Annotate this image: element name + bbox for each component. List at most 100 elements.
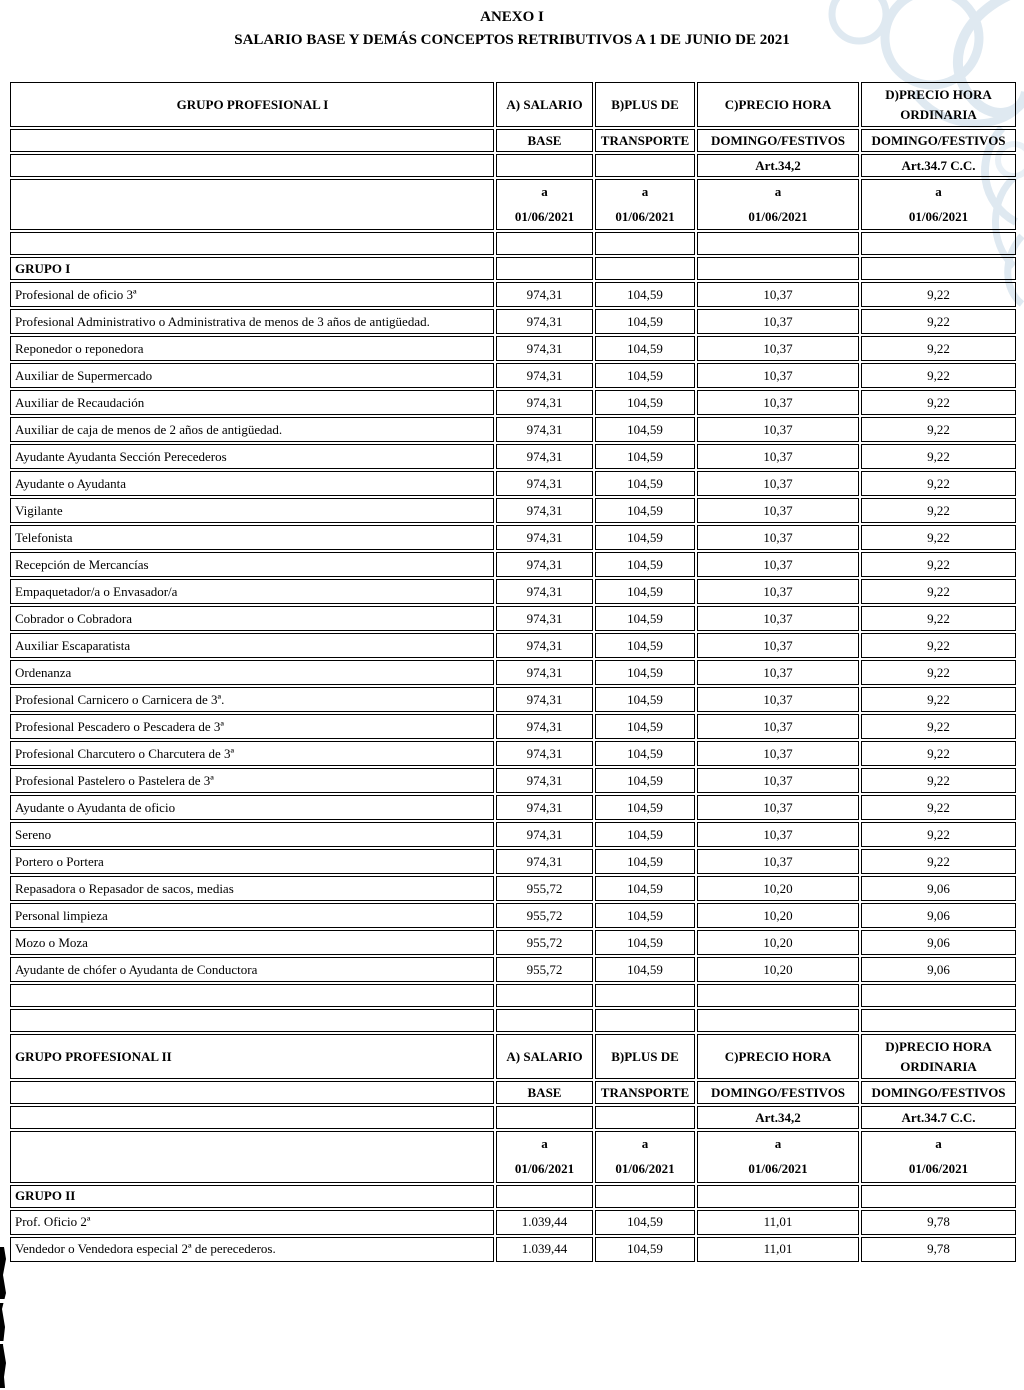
empty-cell	[697, 1184, 859, 1208]
value-cell: 9,22	[861, 390, 1016, 416]
value-cell: 10,37	[697, 552, 859, 578]
value-cell: 955,72	[496, 876, 593, 902]
date-cell: a 01/06/2021	[595, 1131, 695, 1183]
value-cell: 955,72	[496, 957, 593, 983]
value-cell: 9,22	[861, 471, 1016, 497]
value-cell: 10,37	[697, 444, 859, 470]
value-cell: 10,37	[697, 849, 859, 875]
table-row: GRUPO PROFESIONAL I A) SALARIO B)PLUS DE C)…	[10, 82, 1016, 127]
value-cell: 104,59	[595, 633, 695, 659]
empty-cell	[10, 984, 494, 1008]
empty-cell	[10, 154, 494, 177]
article-ref-cell: Art.34.7 C.C.	[861, 154, 1016, 177]
value-cell: 974,31	[496, 282, 593, 308]
empty-cell	[10, 1131, 494, 1183]
value-cell: 104,59	[595, 417, 695, 443]
value-cell: 10,20	[697, 957, 859, 983]
col-header-cell: C)PRECIO HORA	[697, 1034, 859, 1080]
table-row: Auxiliar de Supermercado 974,31 104,59 10,3…	[10, 363, 1016, 389]
table-row: GRUPO PROFESIONAL II A) SALARIO B)PLUS DE C…	[10, 1034, 1016, 1080]
col-header-cell: B)PLUS DE	[595, 82, 695, 127]
value-cell: 974,31	[496, 552, 593, 578]
job-title-cell: Mozo o Moza	[10, 930, 494, 956]
value-cell: 104,59	[595, 552, 695, 578]
value-cell: 974,31	[496, 606, 593, 632]
page-header: ANEXO I SALARIO BASE Y DEMÁS CONCEPTOS R…	[0, 6, 1024, 53]
table-row: Ayudante o Ayudanta de oficio 974,31 104,5…	[10, 795, 1016, 821]
value-cell: 955,72	[496, 903, 593, 929]
col-header-cell: A) SALARIO	[496, 82, 593, 127]
value-cell: 9,06	[861, 903, 1016, 929]
value-cell: 11,01	[697, 1209, 859, 1235]
value-cell: 104,59	[595, 930, 695, 956]
value-cell: 974,31	[496, 525, 593, 551]
value-cell: 104,59	[595, 525, 695, 551]
empty-cell	[697, 1009, 859, 1033]
job-title-cell: Vigilante	[10, 498, 494, 524]
col-header-cell: BASE	[496, 129, 593, 152]
table-row: Ordenanza 974,31 104,59 10,37 9,22	[10, 660, 1016, 686]
table-row: Profesional Pastelero o Pastelera de 3ª 9…	[10, 768, 1016, 794]
table-row: Prof. Oficio 2ª 1.039,44 104,59 11,01 9,78	[10, 1209, 1016, 1235]
value-cell: 10,37	[697, 687, 859, 713]
job-title-cell: Profesional Administrativo o Administrat…	[10, 309, 494, 335]
date-cell: a 01/06/2021	[595, 179, 695, 231]
job-title-cell: Auxiliar de Recaudación	[10, 390, 494, 416]
value-cell: 974,31	[496, 687, 593, 713]
date-cell: a 01/06/2021	[496, 179, 593, 231]
value-cell: 10,37	[697, 525, 859, 551]
job-title-cell: Profesional de oficio 3ª	[10, 282, 494, 308]
value-cell: 104,59	[595, 579, 695, 605]
date-cell: a 01/06/2021	[697, 1131, 859, 1183]
value-cell: 9,06	[861, 930, 1016, 956]
value-cell: 104,59	[595, 687, 695, 713]
value-cell: 974,31	[496, 741, 593, 767]
job-title-cell: Ayudante Ayudanta Sección Perecederos	[10, 444, 494, 470]
job-title-cell: Portero o Portera	[10, 849, 494, 875]
value-cell: 104,59	[595, 849, 695, 875]
group-name-cell: GRUPO PROFESIONAL I	[10, 82, 494, 127]
value-cell: 10,37	[697, 768, 859, 794]
watermark-swirl	[828, 0, 1024, 307]
col-header-cell: D)PRECIO HORA ORDINARIA	[861, 82, 1016, 127]
table-row: Recepción de Mercancías 974,31 104,59 10,37…	[10, 552, 1016, 578]
value-cell: 955,72	[496, 930, 593, 956]
empty-cell	[595, 984, 695, 1008]
value-cell: 10,37	[697, 741, 859, 767]
table-row: Auxiliar de Recaudación 974,31 104,59 10,37…	[10, 390, 1016, 416]
value-cell: 104,59	[595, 795, 695, 821]
value-cell: 104,59	[595, 498, 695, 524]
value-cell: 9,22	[861, 849, 1016, 875]
empty-cell	[595, 232, 695, 256]
table-row: Profesional de oficio 3ª 974,31 104,59 10,3…	[10, 282, 1016, 308]
value-cell: 974,31	[496, 498, 593, 524]
table-row: Profesional Pescadero o Pescadera de 3ª 9…	[10, 714, 1016, 740]
article-ref-cell: Art.34,2	[697, 1106, 859, 1130]
value-cell: 9,78	[861, 1209, 1016, 1235]
table-row: Profesional Carnicero o Carnicera de 3ª.…	[10, 687, 1016, 713]
table-row: Empaquetador/a o Envasador/a 974,31 104,59…	[10, 579, 1016, 605]
table-row: Repasadora o Repasador de sacos, medias 9…	[10, 876, 1016, 902]
empty-cell	[861, 984, 1016, 1008]
empty-cell	[496, 154, 593, 177]
value-cell: 9,22	[861, 633, 1016, 659]
value-cell: 104,59	[595, 876, 695, 902]
job-title-cell: Ayudante de chófer o Ayudanta de Conduct…	[10, 957, 494, 983]
table-row: Vendedor o Vendedora especial 2ª de pere…	[10, 1236, 1016, 1262]
table-row: Ayudante de chófer o Ayudanta de Conduct…	[10, 957, 1016, 983]
value-cell: 9,22	[861, 579, 1016, 605]
value-cell: 10,37	[697, 498, 859, 524]
table-row: BASE TRANSPORTE DOMINGO/FESTIVOS DOMINGO/FE…	[10, 1081, 1016, 1105]
value-cell: 104,59	[595, 822, 695, 848]
col-header-cell: DOMINGO/FESTIVOS	[861, 1081, 1016, 1105]
value-cell: 9,22	[861, 525, 1016, 551]
table-row: Art.34,2 Art.34.7 C.C.	[10, 1106, 1016, 1130]
value-cell: 9,06	[861, 876, 1016, 902]
empty-cell	[10, 179, 494, 231]
value-cell: 9,06	[861, 957, 1016, 983]
empty-cell	[496, 232, 593, 256]
empty-cell	[861, 232, 1016, 256]
salary-table: GRUPO PROFESIONAL I A) SALARIO B)PLUS DE C)…	[8, 80, 1018, 1264]
value-cell: 10,37	[697, 363, 859, 389]
value-cell: 974,31	[496, 660, 593, 686]
